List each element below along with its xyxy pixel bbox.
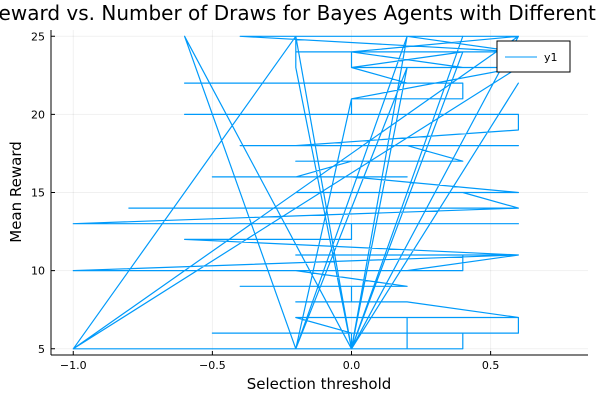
- y-tick-label: 15: [31, 187, 45, 200]
- legend: y1: [496, 40, 571, 73]
- y-tick-label: 20: [31, 108, 45, 121]
- x-tick-label: −1.0: [60, 359, 87, 372]
- x-axis-label: Selection threshold: [247, 375, 392, 393]
- tick-labels: −1.0 −0.5 0.0 0.5 5 10 15 20 25: [31, 30, 499, 372]
- x-tick-label: 0.0: [343, 359, 361, 372]
- legend-label-y1: y1: [544, 51, 558, 64]
- x-tick-label: −0.5: [199, 359, 226, 372]
- y-tick-label: 10: [31, 265, 45, 278]
- y-tick-label: 25: [31, 30, 45, 43]
- chart-title: Reward vs. Number of Draws for Bayes Age…: [0, 1, 600, 25]
- series-line-y1: [72, 35, 520, 350]
- series-layer: [72, 35, 520, 350]
- axes: [50, 30, 588, 356]
- y-axis-label: Mean Reward: [7, 141, 25, 243]
- y-tick-label: 5: [38, 343, 45, 356]
- x-tick-label: 0.5: [482, 359, 500, 372]
